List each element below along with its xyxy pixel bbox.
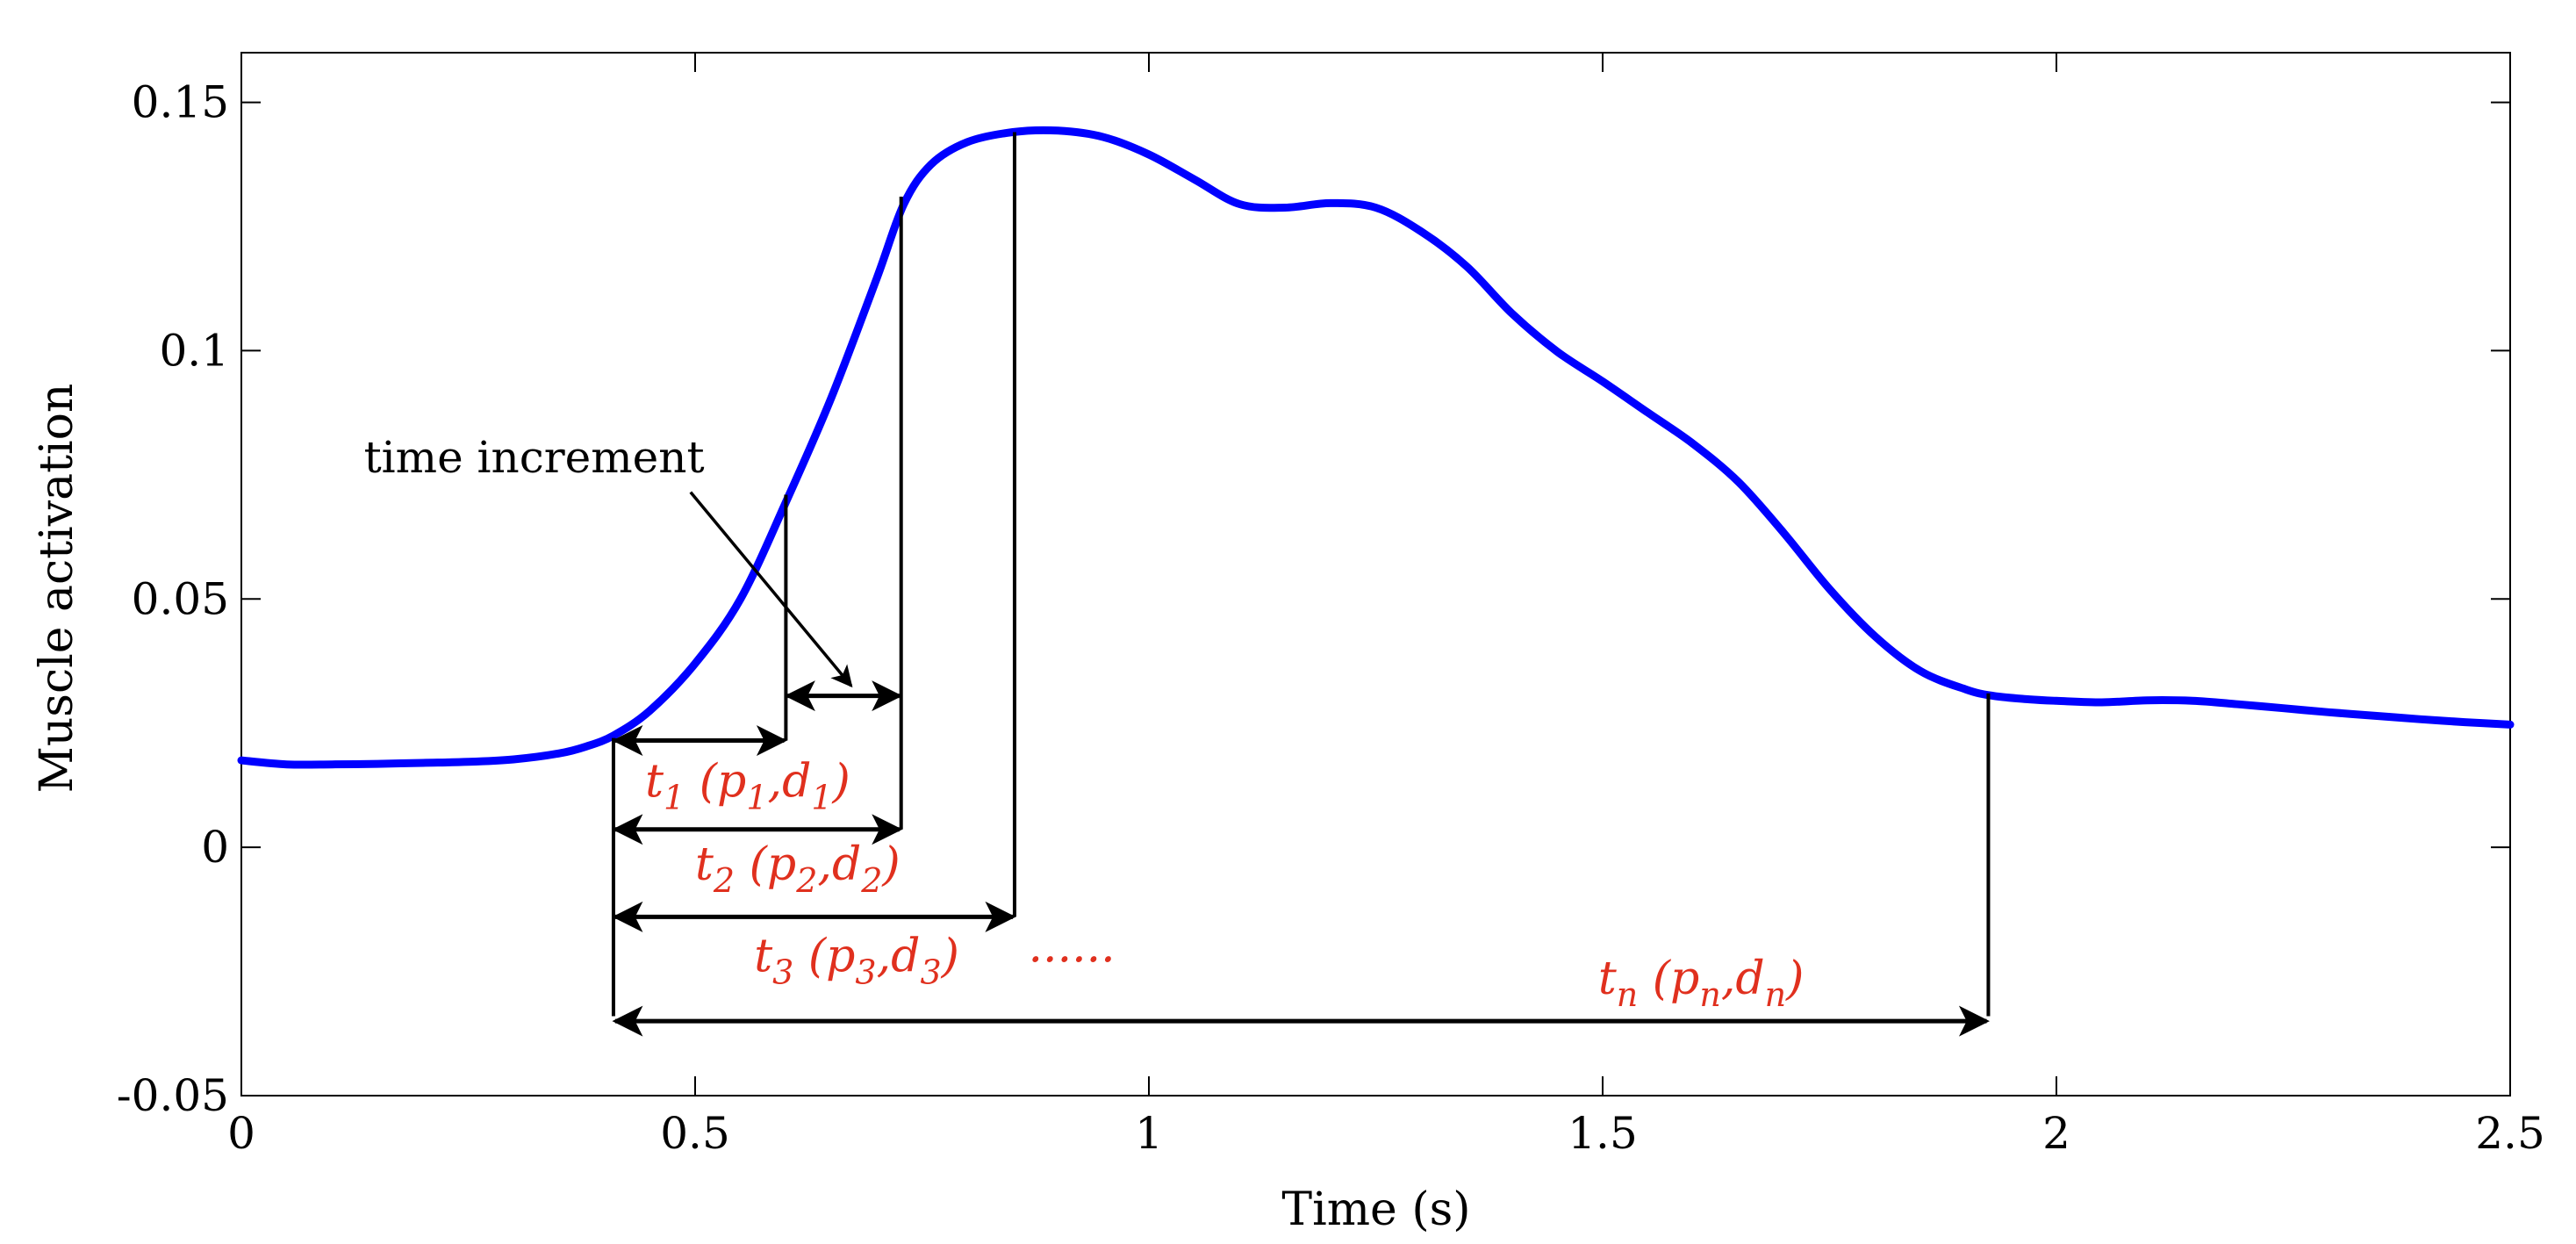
y-tick-label: 0 — [201, 822, 229, 873]
annotation-layer: time increment...... t1 (p1,d1) t2 (p2,d2)… — [364, 132, 1991, 1037]
x-tick-label: 0 — [227, 1108, 255, 1159]
ellipsis-label: ...... — [1029, 920, 1116, 973]
x-tick-label: 0.5 — [660, 1108, 730, 1159]
x-tick-label: 2 — [2042, 1108, 2070, 1159]
time-increment-pointer-arrow — [689, 491, 853, 688]
interval-label: t1 (p1,d1) — [645, 755, 850, 816]
interval-label: tn (pn,dn) — [1598, 953, 1805, 1014]
x-tick-label: 1 — [1135, 1108, 1163, 1159]
y-tick-label: 0.05 — [132, 573, 229, 624]
x-axis-title: Time (s) — [1281, 1183, 1470, 1236]
y-tick-label: 0.1 — [159, 325, 229, 376]
axes-frame — [240, 52, 2511, 1097]
y-tick-label: 0.15 — [132, 77, 229, 128]
interval-label: t3 (p3,d3) — [754, 931, 959, 992]
y-tick-label: -0.05 — [117, 1070, 229, 1121]
y-axis-title: Muscle activation — [31, 384, 83, 794]
x-tick-label: 2.5 — [2475, 1108, 2545, 1159]
time-increment-label: time increment — [364, 432, 705, 483]
interval-label: t2 (p2,d2) — [695, 838, 901, 900]
x-tick-label: 1.5 — [1568, 1108, 1638, 1159]
